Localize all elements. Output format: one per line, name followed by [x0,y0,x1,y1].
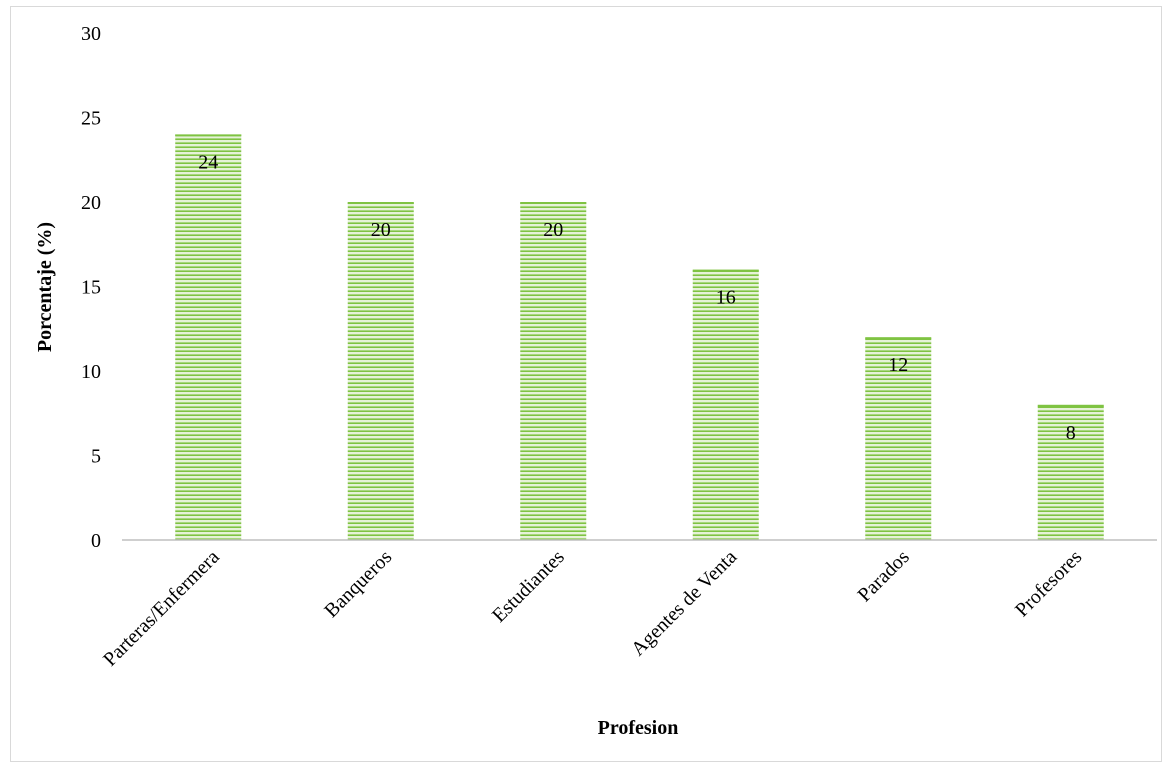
bar-top-edge [520,202,587,204]
bar-data-label: 20 [543,219,563,241]
x-tick-label: Banqueros [320,546,396,622]
bar [692,269,759,540]
bar-top-edge [1037,404,1104,407]
x-tick-label: Agentes de Venta [627,546,741,660]
bar-top-edge [175,134,242,137]
bars: 24 20 20 16 12 8 [175,134,1104,540]
y-tick-label: 30 [81,23,101,45]
bar [347,202,414,540]
y-tick-label: 25 [81,108,101,130]
bar [1037,404,1104,540]
x-tick-label: Parteras/Enfermera [99,546,224,671]
y-axis-title: Porcentaje (%) [34,222,56,352]
y-tick-label: 15 [81,277,101,299]
x-tick-label: Profesores [1011,546,1086,621]
y-tick-label: 0 [91,530,101,552]
y-tick-label: 20 [81,192,101,214]
bar-top-edge [692,269,759,272]
bar-data-label: 16 [716,287,736,309]
x-tick-label: Estudiantes [488,546,569,627]
bar-data-label: 8 [1066,422,1076,444]
bar [175,134,242,540]
bar [520,202,587,540]
y-axis-ticks: 0 5 10 15 20 25 30 [81,23,101,552]
bar-top-edge [865,337,932,340]
x-axis-ticks: Parteras/Enfermera Banqueros Estudiantes Ag… [99,546,1086,671]
bar-data-label: 12 [888,354,908,376]
y-tick-label: 5 [91,446,101,468]
bar-data-label: 20 [371,219,391,241]
y-tick-label: 10 [81,361,101,383]
x-axis-title: Profesion [598,717,679,739]
bar-top-edge [347,202,414,204]
bar [865,337,932,540]
bar-data-label: 24 [198,151,218,173]
x-tick-label: Parados [853,546,913,606]
